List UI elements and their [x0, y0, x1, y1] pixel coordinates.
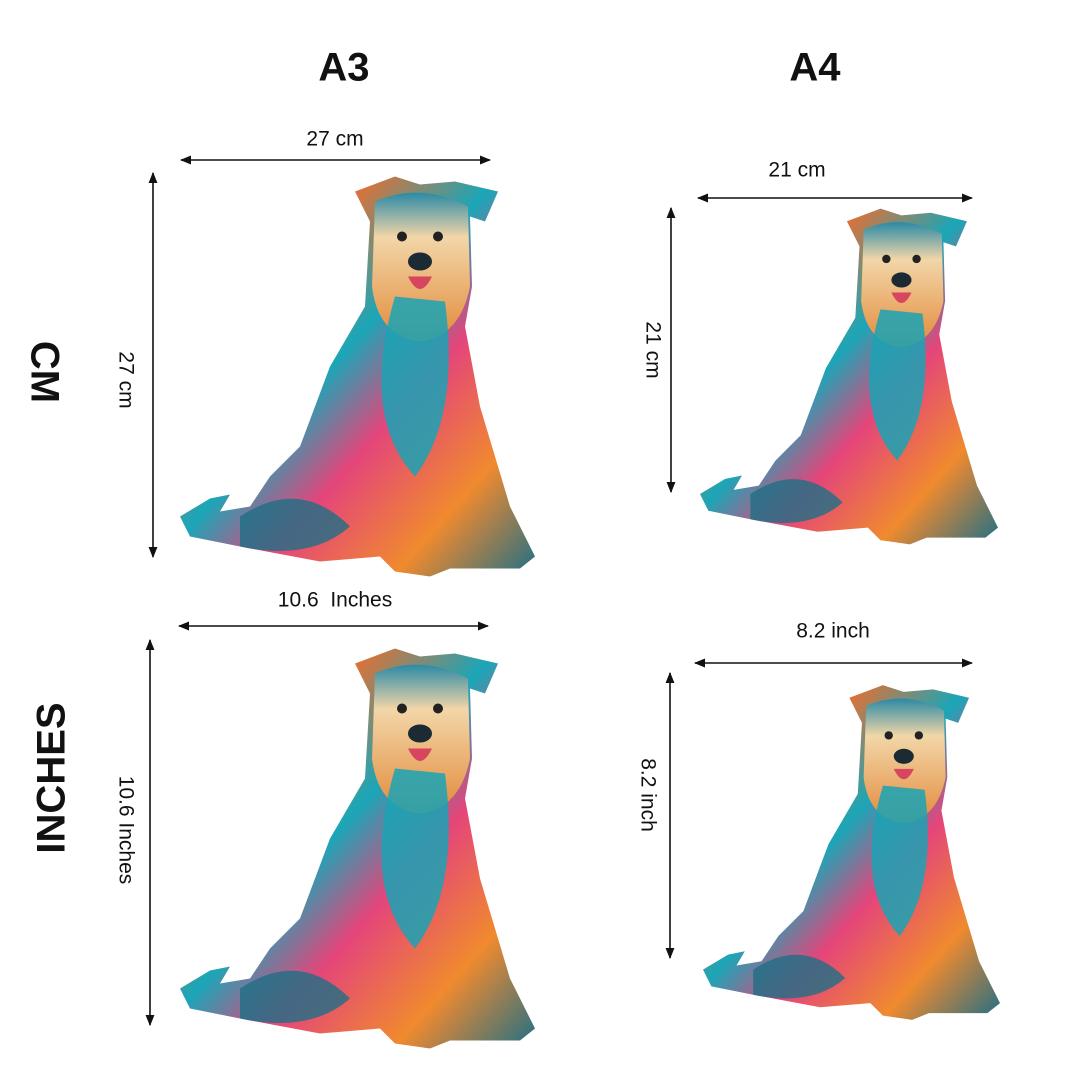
column-header: A4	[789, 46, 841, 90]
width-label: 8.2 inch	[796, 620, 870, 643]
width-label: 21 cm	[768, 159, 825, 182]
width-label: 27 cm	[306, 128, 363, 151]
product-image	[700, 208, 998, 545]
row-header: CM	[22, 341, 66, 403]
column-header: A3	[318, 46, 369, 90]
product-image	[180, 648, 535, 1049]
height-label: 10.6 Inches	[114, 776, 137, 885]
product-image	[180, 176, 535, 577]
panel: 27 cm 27 cm	[114, 128, 535, 577]
height-label: 27 cm	[114, 351, 137, 408]
panel: 8.2 inch 8.2 inch	[636, 620, 1000, 1020]
width-label: 10.6 Inches	[278, 589, 392, 612]
height-label: 21 cm	[641, 321, 664, 378]
row-header: INCHES	[30, 702, 74, 853]
height-label: 8.2 inch	[636, 758, 659, 832]
panel: 21 cm 21 cm	[641, 159, 998, 545]
product-image	[703, 685, 1000, 1020]
panel: 10.6 Inches 10.6 Inches	[114, 589, 535, 1049]
